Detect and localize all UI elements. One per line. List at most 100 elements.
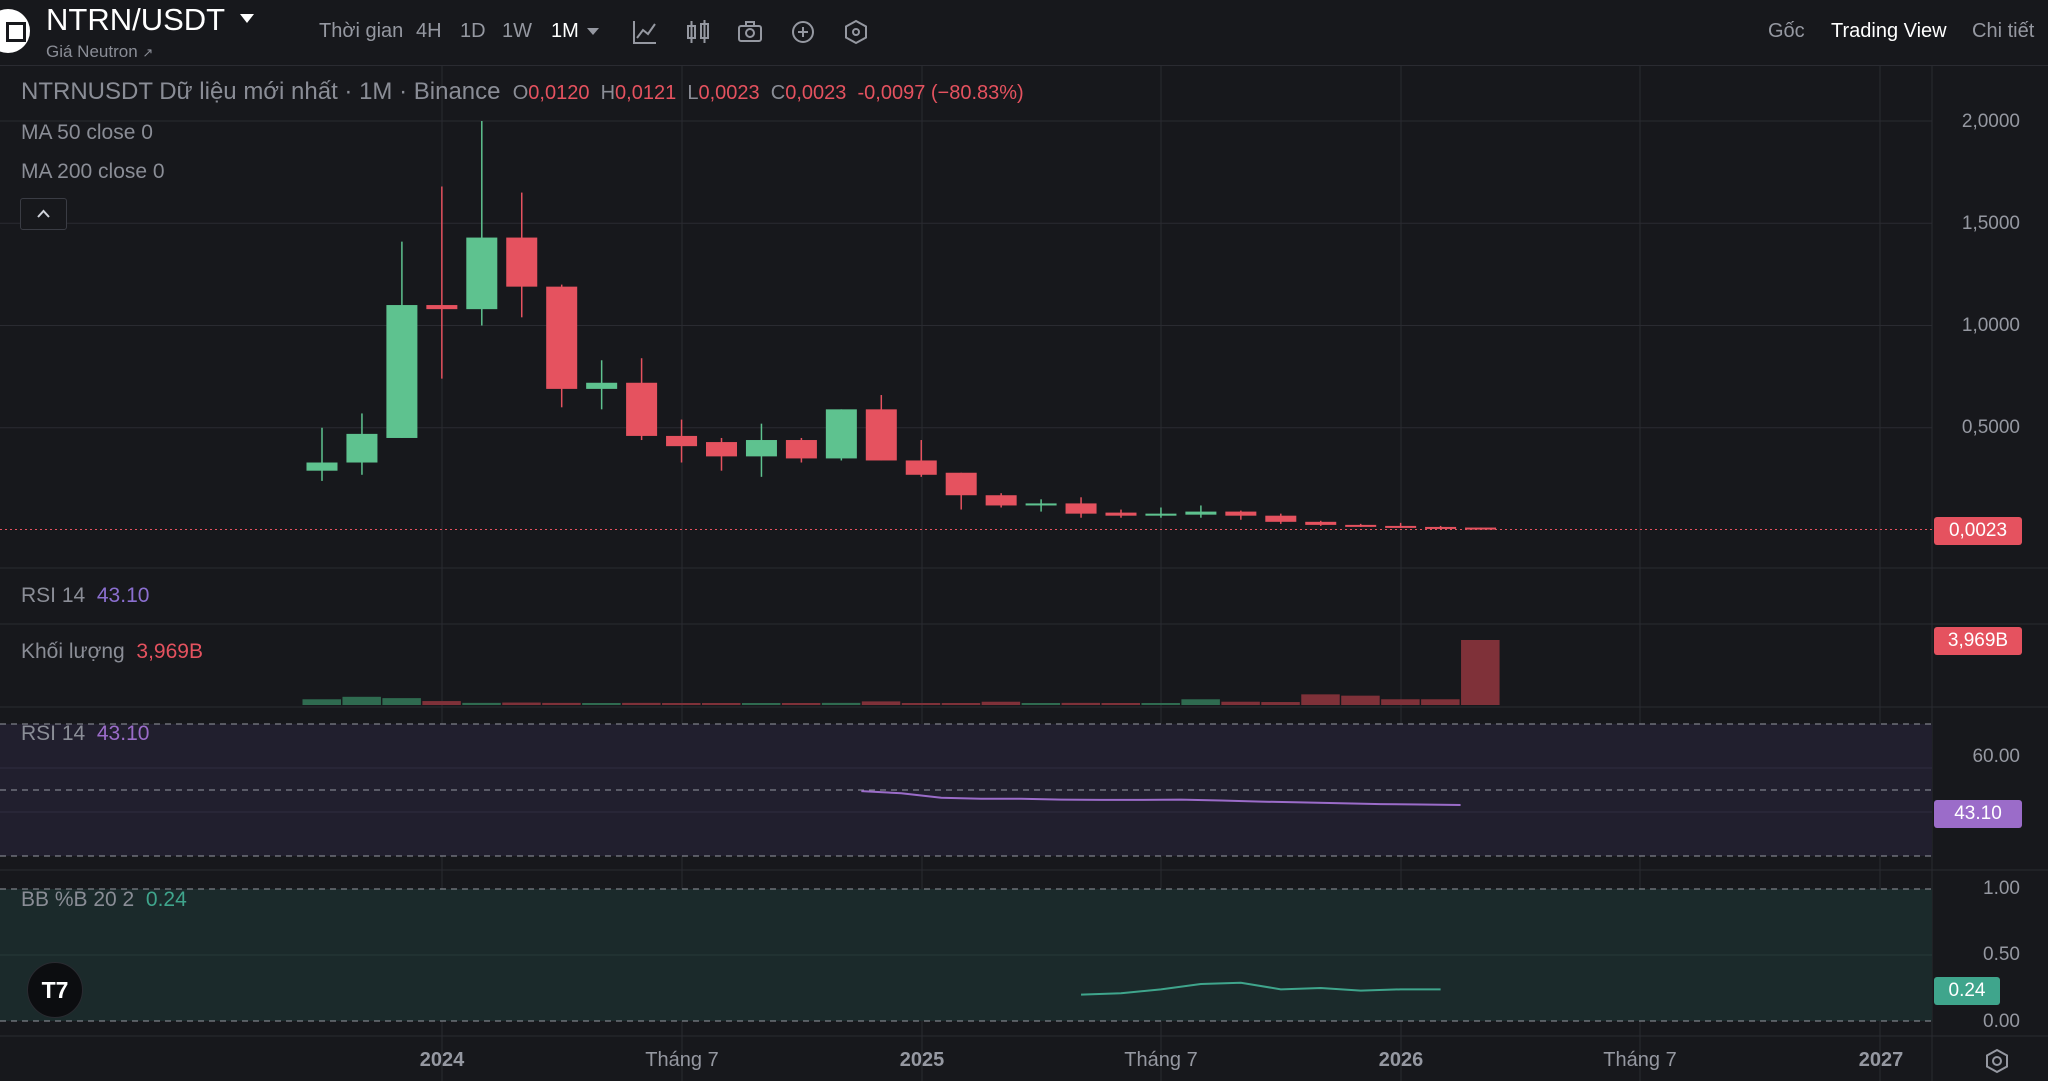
volume-bar xyxy=(1221,701,1260,705)
symbol-line: NTRNUSDT Dữ liệu mới nhất · 1M · Binance xyxy=(21,78,501,105)
chevron-up-icon xyxy=(37,209,50,218)
candle-body xyxy=(985,495,1017,506)
view-detail-tab[interactable]: Chi tiết xyxy=(1972,20,2035,42)
view-original-tab[interactable]: Gốc xyxy=(1768,20,1805,42)
tradingview-logo[interactable]: T7 xyxy=(27,962,83,1018)
candle-body xyxy=(1105,512,1137,516)
rsi-badge: 43.10 xyxy=(1934,800,2022,828)
bb-label: BB %B 20 2 xyxy=(21,888,135,911)
candle-body xyxy=(745,440,777,457)
volume-legend[interactable]: Khối lượng 3,969B xyxy=(21,640,203,664)
volume-bar xyxy=(342,696,381,705)
view-tradingview-tab[interactable]: Trading View xyxy=(1831,20,1947,42)
rsi-legend-top[interactable]: RSI 14 43.10 xyxy=(21,584,149,608)
candles xyxy=(0,121,1932,531)
low-label: L xyxy=(687,82,699,104)
candle-body xyxy=(905,460,937,475)
volume-bar xyxy=(981,701,1021,705)
rsi-pane-legend[interactable]: RSI 14 43.10 xyxy=(21,722,149,746)
settings-hex-icon[interactable] xyxy=(842,18,870,46)
timeframe-label: Thời gian xyxy=(319,20,404,42)
camera-icon[interactable] xyxy=(736,18,764,46)
volume-bar xyxy=(462,702,501,705)
time-tick: Tháng 7 xyxy=(1124,1049,1198,1071)
external-link-icon: ↗ xyxy=(142,45,154,60)
volume-bar xyxy=(302,699,341,705)
candle-body xyxy=(386,305,418,438)
candle-body xyxy=(626,382,658,436)
volume-bar xyxy=(582,703,621,705)
pair-dropdown-icon[interactable] xyxy=(240,14,254,23)
bb-legend[interactable]: BB %B 20 2 0.24 xyxy=(21,888,187,912)
price-tick: 0,5000 xyxy=(1961,417,2020,438)
volume-bar xyxy=(1181,699,1220,705)
candle-body xyxy=(1025,503,1057,506)
bb-tick: 0.00 xyxy=(1983,1011,2020,1032)
app-logo-icon[interactable] xyxy=(0,9,30,53)
volume-bar xyxy=(542,702,581,705)
candle-type-icon[interactable] xyxy=(684,18,712,46)
timeframe-dropdown-icon[interactable] xyxy=(587,28,599,35)
close-label: C xyxy=(770,82,786,104)
volume-bar xyxy=(1381,699,1420,705)
candle-body xyxy=(1185,511,1217,515)
volume-label: Khối lượng xyxy=(21,640,125,663)
rsi-pane-value: 43.10 xyxy=(96,722,150,745)
candle-body xyxy=(825,409,857,459)
bb-percent-line xyxy=(1081,981,1441,996)
candle-body xyxy=(506,237,538,287)
rsi-tick: 60.00 xyxy=(1972,746,2020,767)
candle-body xyxy=(785,440,817,459)
volume-bar xyxy=(941,703,981,705)
ma50-legend[interactable]: MA 50 close 0 xyxy=(21,121,153,144)
volume-bar xyxy=(1021,703,1061,705)
volume-bar xyxy=(622,702,661,705)
candle-body xyxy=(865,409,897,461)
timeframe-1w[interactable]: 1W xyxy=(502,20,532,42)
volume-bar xyxy=(1061,702,1101,705)
volume-bar xyxy=(382,698,421,705)
volume-bar xyxy=(1341,695,1380,705)
rsi-pane-label: RSI 14 xyxy=(21,722,86,745)
candle-body xyxy=(466,237,498,310)
chart-legend: NTRNUSDT Dữ liệu mới nhất · 1M · Binance… xyxy=(21,78,1024,106)
candle-body xyxy=(426,305,458,310)
collapse-legend-button[interactable] xyxy=(20,198,67,230)
volume-bar xyxy=(1421,699,1460,705)
candle-body xyxy=(1225,511,1257,516)
price-tick: 1,5000 xyxy=(1961,213,2020,234)
timeframe-1d[interactable]: 1D xyxy=(460,20,486,42)
pair-subtitle[interactable]: Giá Neutron ↗ xyxy=(46,42,153,62)
bb-tick: 0.50 xyxy=(1983,944,2020,965)
close-value: 0,0023 xyxy=(785,82,847,104)
price-chart[interactable] xyxy=(0,65,2048,1081)
volume-value: 3,969B xyxy=(136,640,203,663)
volume-bar xyxy=(901,703,941,705)
pair-title[interactable]: NTRN/USDT xyxy=(46,2,226,37)
volume-bar xyxy=(702,703,741,705)
time-tick: 2024 xyxy=(419,1049,465,1071)
rsi-label: RSI 14 xyxy=(21,584,86,607)
tradingview-logo-icon: T7 xyxy=(41,977,69,1003)
rsi-line xyxy=(861,790,1461,806)
volume-bar xyxy=(861,701,901,705)
chart-settings-icon[interactable] xyxy=(1982,1046,2012,1076)
candle-body xyxy=(346,433,378,463)
add-circle-icon[interactable] xyxy=(789,18,817,46)
candle-body xyxy=(706,442,737,457)
bb-tick: 1.00 xyxy=(1983,878,2020,899)
ma200-legend[interactable]: MA 200 close 0 xyxy=(21,160,165,183)
timeframe-1m[interactable]: 1M xyxy=(551,20,579,42)
high-label: H xyxy=(600,82,616,104)
volume-bars xyxy=(302,640,1500,705)
timeframe-4h[interactable]: 4H xyxy=(416,20,442,42)
time-tick: 2026 xyxy=(1378,1049,1424,1071)
candle-body xyxy=(1145,513,1177,516)
volume-bar xyxy=(781,703,821,705)
volume-bar xyxy=(1261,702,1300,705)
candle-body xyxy=(1265,515,1297,522)
indicator-line-icon[interactable] xyxy=(631,18,659,46)
candle-body xyxy=(1465,527,1497,530)
low-value: 0,0023 xyxy=(698,82,760,104)
candle-body xyxy=(546,286,578,389)
